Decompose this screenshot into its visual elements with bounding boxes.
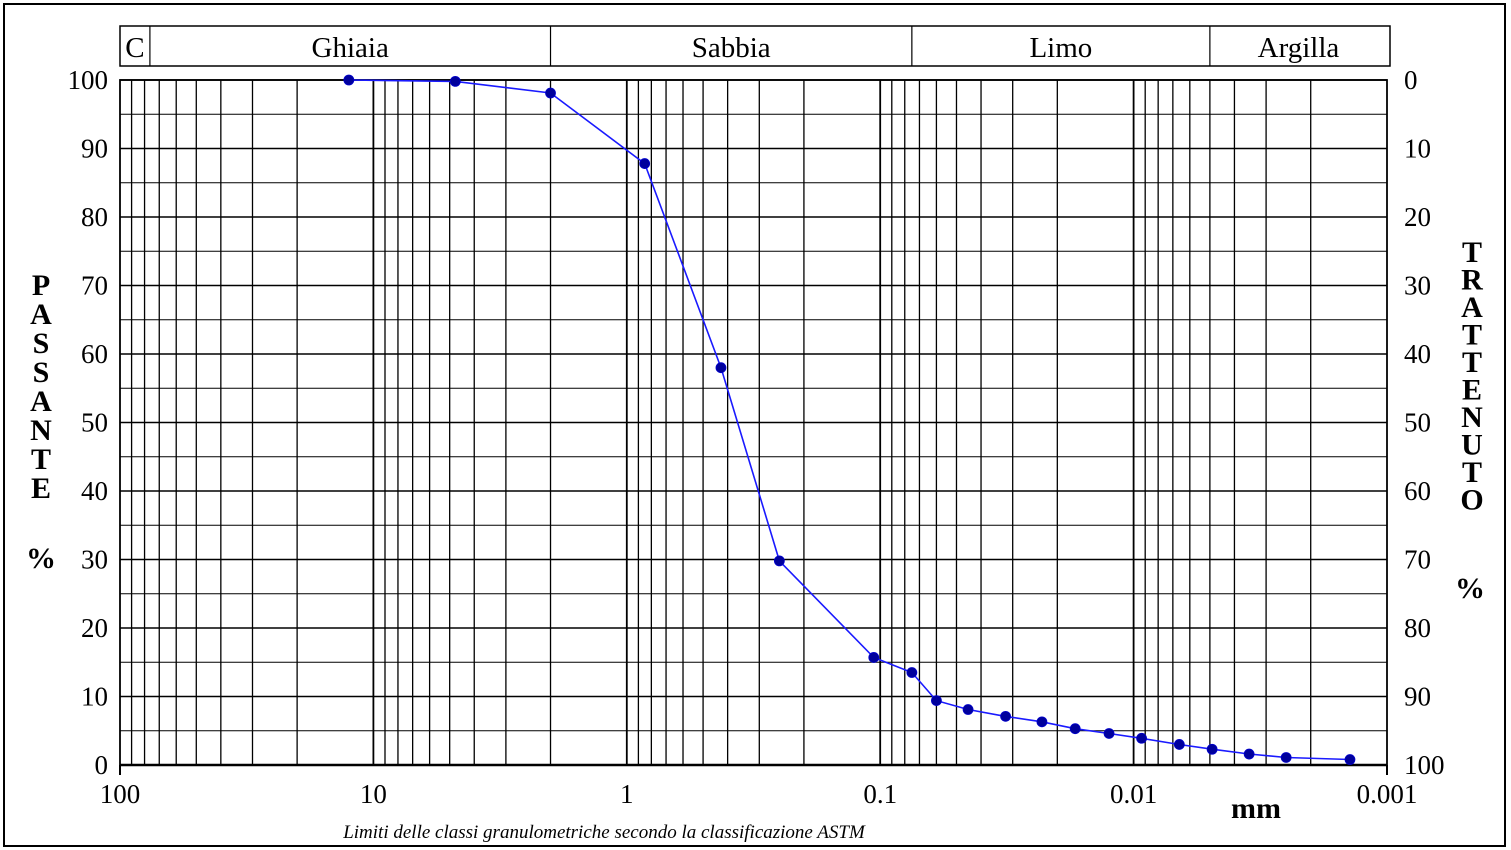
band-label: Ghiaia — [312, 32, 389, 64]
data-point — [962, 704, 974, 715]
data-point — [1103, 728, 1115, 739]
y-right-tick-label: 20 — [1404, 202, 1431, 232]
series-layer — [343, 74, 1356, 765]
y-left-tick-label: 0 — [95, 750, 109, 780]
data-point — [906, 667, 918, 678]
y-right-tick-label: 80 — [1404, 613, 1431, 643]
caption: Limiti delle classi granulometriche seco… — [342, 822, 866, 843]
y-left-tick-label: 20 — [81, 613, 108, 643]
y-left-tick-label: 100 — [68, 65, 109, 95]
y-right-title-letter: U — [1461, 429, 1483, 462]
data-point — [1243, 748, 1255, 760]
data-point — [931, 695, 942, 707]
y-left-tick-label: 60 — [81, 339, 108, 369]
y-left-tick-label: 30 — [81, 545, 108, 575]
band-frame — [119, 25, 1391, 67]
grid — [120, 79, 1387, 765]
y-right-tick-label: 60 — [1404, 476, 1431, 506]
data-point — [545, 87, 556, 99]
classification-bands: C Ghiaia Sabbia Limo Argilla — [119, 25, 1391, 67]
y-left-tick-label: 40 — [81, 476, 108, 506]
data-point — [868, 652, 880, 663]
y-right-title-letter: E — [1462, 374, 1482, 407]
axes: 100 10 1 0.1 0.01 0.0010102030405060708090100… — [30, 65, 1484, 809]
y-right-title-letter: R — [1461, 264, 1483, 297]
series-line — [348, 79, 1351, 761]
data-point — [1173, 739, 1185, 750]
y-left-tick-label: 90 — [81, 134, 108, 164]
x-tick-label: 100 — [100, 779, 141, 809]
data-point — [1344, 754, 1356, 765]
y-left-tick-label: 10 — [81, 682, 108, 712]
x-tick-label: 10 — [360, 779, 387, 809]
y-left-title-letter: N — [30, 414, 52, 447]
y-right-title-letter: N — [1461, 401, 1483, 434]
y-right-tick-label: 100 — [1404, 750, 1445, 780]
data-point — [1206, 743, 1218, 755]
data-point — [1136, 732, 1147, 744]
y-right-tick-label: 10 — [1404, 134, 1431, 164]
y-right-tick-label: 40 — [1404, 339, 1431, 369]
y-right-tick-label: 90 — [1404, 682, 1431, 712]
y-left-title-letter: A — [30, 298, 52, 331]
y-right-tick-label: 70 — [1404, 545, 1431, 575]
x-tick-label: 0.001 — [1357, 779, 1418, 809]
y-right-title-letter: A — [1461, 291, 1483, 324]
data-point — [639, 158, 651, 169]
data-point — [1036, 716, 1048, 728]
outer-frame — [3, 3, 1506, 847]
y-right-tick-label: 0 — [1404, 65, 1418, 95]
x-tick-label: 1 — [620, 779, 634, 809]
y-left-title-letter: S — [33, 327, 50, 360]
data-point — [343, 74, 355, 86]
y-right-title-letter: T — [1462, 346, 1482, 379]
band-label: C — [125, 32, 144, 64]
y-right-title-letter: T — [1462, 236, 1482, 269]
y-right-title-letter: T — [1462, 319, 1482, 352]
y-left-title-letter: A — [30, 385, 52, 418]
right-unit-label: % — [1455, 572, 1485, 605]
data-point — [715, 362, 727, 374]
x-tick-label: 0.1 — [863, 779, 897, 809]
y-left-title-letter: T — [31, 443, 51, 476]
data-point — [1069, 723, 1081, 735]
y-left-tick-label: 70 — [81, 271, 108, 301]
left-unit-label: % — [26, 542, 56, 575]
data-point — [773, 555, 785, 567]
y-left-tick-label: 80 — [81, 202, 108, 232]
y-left-title-letter: P — [32, 269, 50, 302]
band-label: Argilla — [1258, 32, 1340, 64]
y-right-title-letter: T — [1462, 456, 1482, 489]
y-left-title-letter: S — [33, 356, 50, 389]
data-point — [449, 75, 461, 87]
data-point — [1280, 752, 1292, 763]
y-left-title-letter: E — [31, 472, 51, 505]
y-right-tick-label: 50 — [1404, 408, 1431, 438]
y-left-tick-label: 50 — [81, 408, 108, 438]
x-unit-label: mm — [1231, 792, 1281, 825]
data-point — [1000, 710, 1011, 722]
labels: mm Limiti delle classi granulometriche s… — [26, 542, 1485, 843]
y-right-title-letter: O — [1460, 484, 1483, 517]
band-label: Sabbia — [692, 32, 771, 64]
y-right-tick-label: 30 — [1404, 271, 1431, 301]
band-label: Limo — [1029, 32, 1092, 64]
x-tick-label: 0.01 — [1110, 779, 1157, 809]
